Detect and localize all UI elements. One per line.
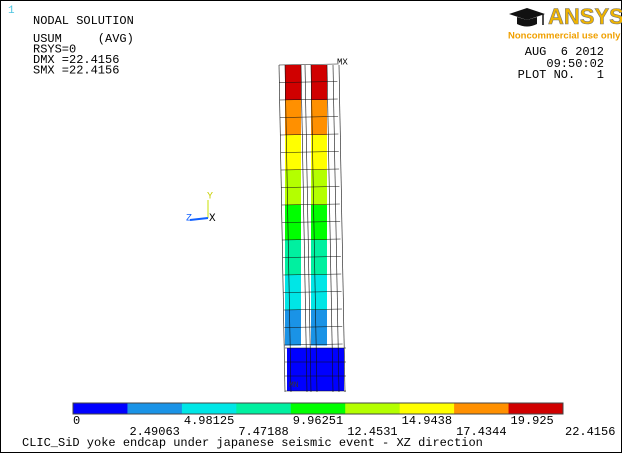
window-number: 1	[8, 5, 15, 17]
legend-swatch	[236, 403, 291, 414]
legend-label: 0	[73, 414, 80, 428]
model-band	[311, 310, 327, 346]
model-band	[311, 100, 327, 136]
logo-brand: ANSYS	[548, 4, 622, 29]
model-band	[285, 310, 301, 346]
triad-y: Y	[207, 192, 213, 203]
model-band	[311, 65, 327, 101]
triad-x: X	[209, 213, 216, 225]
model-band	[285, 100, 301, 136]
model-band	[285, 65, 301, 101]
model-band	[285, 240, 301, 276]
legend-label: 4.98125	[184, 414, 234, 428]
caption: CLIC_SiD yoke endcap under japanese seis…	[22, 436, 483, 450]
ansys-plot: 1 NODAL SOLUTION USUM (AVG)RSYS=0DMX =22…	[0, 0, 622, 453]
model-band	[311, 240, 327, 276]
min-label: MN	[289, 381, 299, 390]
legend-swatch	[291, 403, 346, 414]
logo: ANSYS Noncommercial use only	[508, 4, 622, 42]
model-band	[285, 135, 301, 171]
legend-swatch	[73, 403, 128, 414]
legend-swatch	[400, 403, 455, 414]
max-label: MX	[337, 57, 348, 67]
legend-label: 9.96251	[293, 414, 343, 428]
legend-swatch	[182, 403, 237, 414]
logo-notice: Noncommercial use only	[508, 31, 621, 42]
legend-label: 14.9438	[402, 414, 452, 428]
plot-number: PLOT NO. 1	[518, 68, 604, 82]
header-line: SMX =22.4156	[33, 64, 119, 78]
model-band	[311, 135, 327, 171]
legend-swatch	[127, 403, 182, 414]
legend-swatch	[454, 403, 509, 414]
legend-label: 19.925	[511, 414, 554, 428]
legend-swatch	[509, 403, 564, 414]
plot-title: NODAL SOLUTION	[33, 14, 134, 28]
legend-swatch	[345, 403, 400, 414]
triad-z: Z	[186, 214, 192, 225]
model-band	[285, 275, 301, 311]
legend-label: 22.4156	[565, 425, 615, 439]
model-band	[311, 275, 327, 311]
